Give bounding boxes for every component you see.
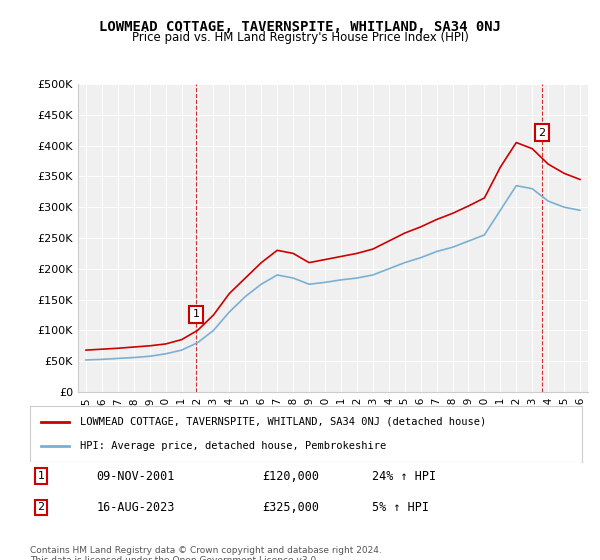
Text: 2: 2 [538,128,545,138]
Text: 09-NOV-2001: 09-NOV-2001 [96,470,175,483]
Text: HPI: Average price, detached house, Pembrokeshire: HPI: Average price, detached house, Pemb… [80,441,386,451]
Text: £120,000: £120,000 [262,470,319,483]
Text: 1: 1 [38,471,44,481]
Text: Contains HM Land Registry data © Crown copyright and database right 2024.
This d: Contains HM Land Registry data © Crown c… [30,546,382,560]
Text: £325,000: £325,000 [262,501,319,514]
Text: 24% ↑ HPI: 24% ↑ HPI [372,470,436,483]
Text: Price paid vs. HM Land Registry's House Price Index (HPI): Price paid vs. HM Land Registry's House … [131,31,469,44]
Text: 5% ↑ HPI: 5% ↑ HPI [372,501,429,514]
Text: 16-AUG-2023: 16-AUG-2023 [96,501,175,514]
Text: 1: 1 [193,309,199,319]
Text: LOWMEAD COTTAGE, TAVERNSPITE, WHITLAND, SA34 0NJ: LOWMEAD COTTAGE, TAVERNSPITE, WHITLAND, … [99,20,501,34]
Text: LOWMEAD COTTAGE, TAVERNSPITE, WHITLAND, SA34 0NJ (detached house): LOWMEAD COTTAGE, TAVERNSPITE, WHITLAND, … [80,417,486,427]
Text: 2: 2 [37,502,44,512]
